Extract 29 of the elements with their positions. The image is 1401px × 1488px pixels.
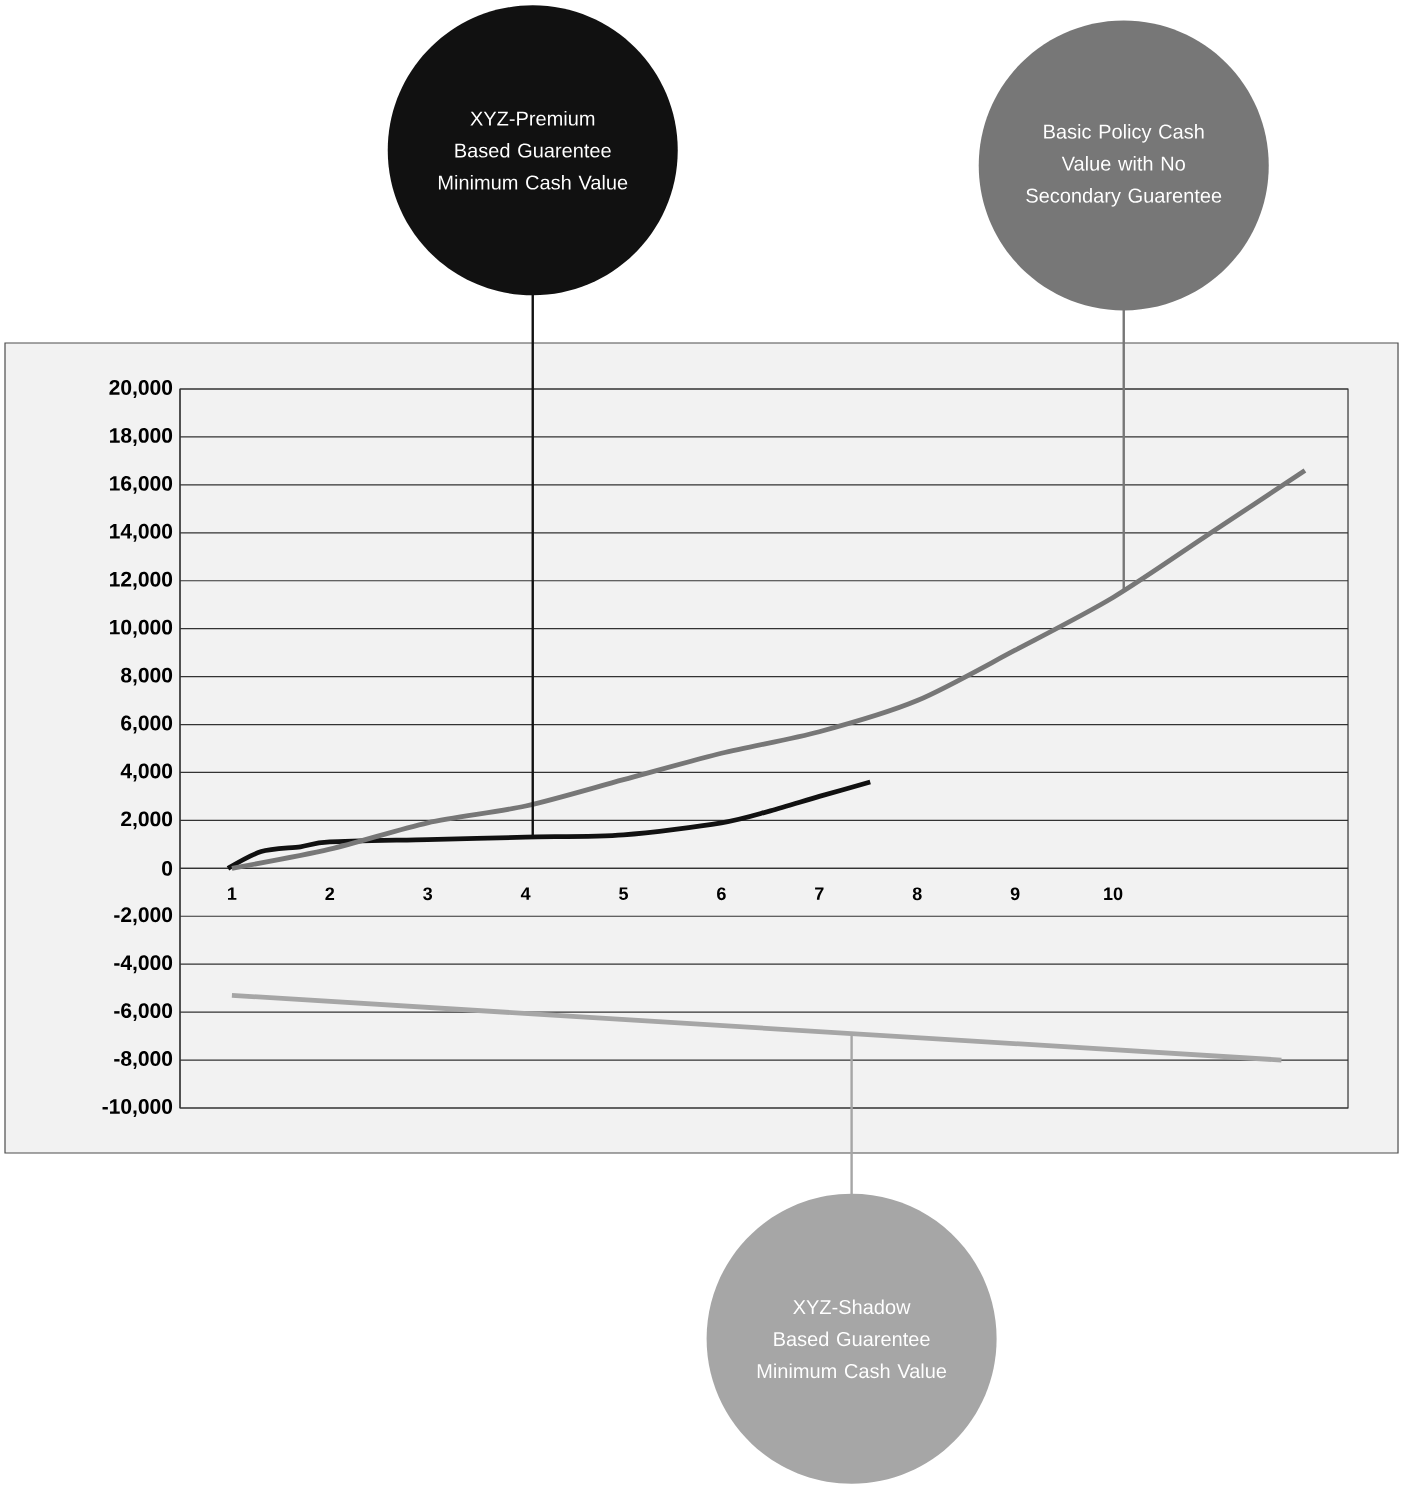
- y-tick-label: -6,000: [114, 1003, 173, 1022]
- x-tick-label: 6: [717, 887, 726, 901]
- x-tick-label: 4: [520, 887, 531, 900]
- y-tick-label: -2,000: [114, 907, 173, 926]
- text: XYZ-Premium Based Guarentee Minimum Cash Value: [438, 110, 628, 190]
- y-tick-label: 0: [162, 860, 173, 876]
- x-tick-label: 7: [815, 887, 824, 900]
- y-tick-label: 6,000: [121, 715, 173, 734]
- y-tick-label: -8,000: [114, 1051, 173, 1070]
- y-tick-label: 12,000: [110, 571, 173, 590]
- y-tick-label: -4,000: [114, 955, 173, 974]
- x-tick-label: 10: [1104, 887, 1123, 901]
- x-tick-label: 5: [619, 887, 629, 900]
- text: Basic Policy Cash Value with No Secondary Guarentee: [1026, 124, 1222, 207]
- y-tick-label: 16,000: [110, 475, 173, 494]
- x-tick-label: 9: [1010, 887, 1020, 901]
- x-tick-label: 2: [325, 887, 335, 900]
- x-tick-label: 3: [423, 887, 433, 901]
- x-tick-label: 1: [228, 887, 237, 900]
- y-tick-label: 2,000: [121, 811, 173, 830]
- y-tick-label: -10,000: [102, 1099, 173, 1117]
- y-tick-label: 20,000: [109, 380, 173, 398]
- y-tick-label: 8,000: [121, 667, 173, 686]
- y-tick-label: 10,000: [110, 619, 173, 638]
- y-tick-label: 4,000: [120, 763, 173, 782]
- y-tick-label: 14,000: [110, 523, 173, 542]
- text: XYZ-Shadow Based Guarentee Minimum Cash Value: [757, 1299, 947, 1379]
- y-tick-label: 18,000: [110, 427, 173, 446]
- x-tick-label: 8: [912, 887, 922, 901]
